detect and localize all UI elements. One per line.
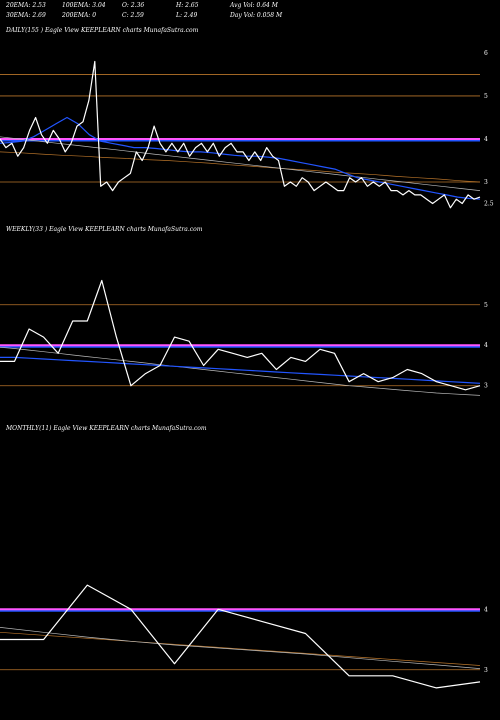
monthly-chart-title: MONTHLY(11) Eagle View KEEPLEARN charts … <box>6 425 207 432</box>
ema-slow-series-line <box>0 136 481 191</box>
y-tick-label-1: 3 <box>484 179 488 186</box>
low-label: L: 2.49 <box>176 12 198 19</box>
y-tick-label-0: 3 <box>484 383 488 390</box>
close-label: C: 2.59 <box>122 12 144 19</box>
day-vol-label: Day Vol: 0.058 M <box>230 12 283 19</box>
ema20-label: 20EMA: 2.53 <box>6 2 46 9</box>
weekly-chart-title: WEEKLY(33 ) Eagle View KEEPLEARN charts … <box>6 226 203 233</box>
avg-vol-label: Avg Vol: 0.64 M <box>230 2 278 9</box>
y-tick-label-3: 5 <box>484 93 488 100</box>
ema-slow-2-series-line <box>0 151 481 183</box>
ema30-label: 30EMA: 2.69 <box>6 12 46 19</box>
monthly-chart: 34 <box>0 584 488 689</box>
ema-slow-2-series-line <box>0 631 481 666</box>
ema-slow-series-line <box>0 346 481 396</box>
daily-chart: 2.5 3 4 5 6 <box>0 50 494 209</box>
weekly-chart: 3 4 5 <box>0 279 488 396</box>
ema200-label: 200EMA: 0 <box>62 12 97 19</box>
y-tick-label-1: 4 <box>484 342 488 349</box>
ema100-label: 100EMA: 3.04 <box>62 2 106 9</box>
price-series-line <box>0 584 481 689</box>
price-series-line <box>0 279 481 391</box>
ema-fast-series-line <box>0 356 481 384</box>
price-series-line <box>0 60 481 209</box>
y-tick-label-2: 5 <box>484 302 488 309</box>
ema-slow-series-line <box>0 627 481 669</box>
y-tick-label-0: 2.5 <box>484 201 494 208</box>
ema-fast-series-line <box>0 116 481 200</box>
high-label: H: 2.65 <box>176 2 199 9</box>
open-label: O: 2.36 <box>122 2 145 9</box>
y-tick-label-2: 4 <box>484 136 488 143</box>
y-tick-label-4: 6 <box>484 50 488 57</box>
daily-chart-title: DAILY(155 ) Eagle View KEEPLEARN charts … <box>6 27 199 34</box>
y-tick-label-0: 3 <box>484 667 488 674</box>
y-tick-label-1: 4 <box>484 606 488 613</box>
